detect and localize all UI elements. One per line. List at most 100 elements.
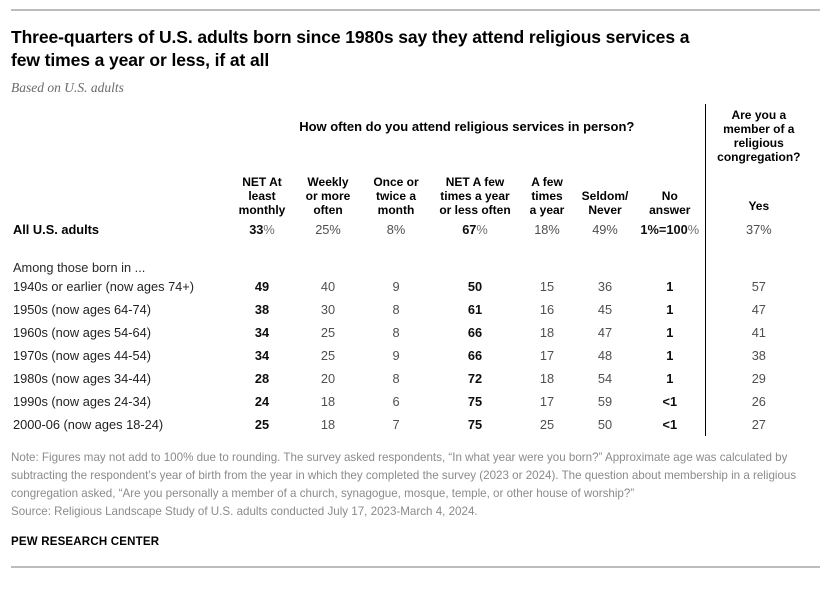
value-cell: 34: [254, 324, 270, 340]
value-cell: 17: [539, 393, 555, 409]
value-cell: <1: [662, 393, 678, 409]
table-row: 1990s (now ages 24-34) 24 18 6 75 17 59 <1 26: [11, 389, 813, 413]
value-cell: 61: [467, 301, 483, 317]
row-label: 1980s (now ages 34-44): [13, 370, 152, 386]
value-cell: 33%: [249, 221, 275, 237]
value-cell: 1: [666, 347, 674, 363]
value-cell: 25: [320, 347, 336, 363]
value-cell: 49: [254, 278, 270, 294]
value-cell: 9: [392, 278, 400, 294]
row-label: 1970s (now ages 44-54): [13, 347, 152, 363]
value-cell: 25%: [315, 221, 341, 237]
attendance-table: How often do you attend religious servic…: [11, 103, 813, 436]
value-cell: 47: [597, 324, 613, 340]
table-row: All U.S. adults 33% 25% 8% 67% 18% 49% 1%=100% 3…: [11, 217, 813, 241]
value-cell: 72: [467, 370, 483, 386]
value-cell: 40: [320, 278, 336, 294]
yes-value-cell: 29: [704, 366, 813, 390]
value-cell: 66: [467, 324, 483, 340]
report-page: Three-quarters of U.S. adults born since…: [0, 9, 831, 568]
yes-column-header: Yes: [748, 198, 770, 213]
col-header-weekly: Weekly or more often: [305, 175, 351, 217]
table-row: 2000-06 (now ages 18-24) 25 18 7 75 25 50 <1 27: [11, 412, 813, 436]
value-cell: 7: [392, 416, 400, 432]
col-header-net-monthly: NET At least monthly: [238, 175, 286, 217]
value-cell: 49%: [592, 221, 618, 237]
value-cell: 18%: [534, 221, 560, 237]
value-cell: 18: [539, 324, 555, 340]
table-row: 1950s (now ages 64-74) 38 30 8 61 16 45 1 47: [11, 297, 813, 321]
value-cell: 1: [666, 370, 674, 386]
value-cell: 59: [597, 393, 613, 409]
col-header-once-twice: Once or twice a month: [373, 175, 419, 217]
value-cell: 1: [666, 301, 674, 317]
yes-value-cell: 41: [704, 320, 813, 344]
value-cell: 1%=100%: [640, 221, 700, 237]
value-cell: 24: [254, 393, 270, 409]
header-spacer: [11, 104, 229, 150]
table-row: 1970s (now ages 44-54) 34 25 9 66 17 48 1 38: [11, 343, 813, 367]
value-cell: 8: [392, 301, 400, 317]
yes-value-cell: 57: [704, 274, 813, 298]
value-cell: 48: [597, 347, 613, 363]
page-subtitle: Based on U.S. adults: [11, 79, 124, 95]
yes-value-cell: 38: [704, 343, 813, 367]
value-cell: 54: [597, 370, 613, 386]
value-cell: 20: [320, 370, 336, 386]
value-cell: 36: [597, 278, 613, 294]
value-cell: 30: [320, 301, 336, 317]
value-cell: 34: [254, 347, 270, 363]
value-cell: 18: [320, 416, 336, 432]
yes-value-cell: 27: [704, 412, 813, 436]
yes-value-cell: 47: [704, 297, 813, 321]
section-label: Among those born in ...: [13, 259, 146, 275]
value-cell: 38: [254, 301, 270, 317]
value-cell: 8%: [386, 221, 406, 237]
value-cell: 25: [254, 416, 270, 432]
value-cell: 25: [539, 416, 555, 432]
value-cell: <1: [662, 416, 678, 432]
table-row: 1960s (now ages 54-64) 34 25 8 66 18 47 1 41: [11, 320, 813, 344]
value-cell: 16: [539, 301, 555, 317]
table-column-header-row: NET At least monthly Weekly or more ofte…: [11, 150, 812, 218]
row-label: 1990s (now ages 24-34): [13, 393, 152, 409]
yes-value-cell: 26: [704, 389, 813, 413]
row-label: All U.S. adults: [13, 221, 100, 237]
col-header-few-times: A few times a year: [529, 175, 565, 217]
bottom-rule: [11, 565, 820, 568]
value-cell: 25: [320, 324, 336, 340]
brand-label: PEW RESEARCH CENTER: [11, 535, 160, 548]
value-cell: 75: [467, 393, 483, 409]
value-cell: 1: [666, 278, 674, 294]
value-cell: 50: [597, 416, 613, 432]
col-header-no-answer: No answer: [649, 188, 691, 217]
page-title: Three-quarters of U.S. adults born since…: [11, 27, 690, 71]
value-cell: 8: [392, 370, 400, 386]
value-cell: 8: [392, 324, 400, 340]
table-header-group-row: How often do you attend religious servic…: [11, 103, 813, 218]
value-cell: 66: [467, 347, 483, 363]
table-row: Among those born in ...: [11, 240, 813, 275]
value-cell: 28: [254, 370, 270, 386]
value-cell: 18: [539, 370, 555, 386]
value-cell: 1: [666, 324, 674, 340]
value-cell: 18: [320, 393, 336, 409]
row-label: 1940s or earlier (now ages 74+): [13, 278, 195, 294]
table-body: All U.S. adults 33% 25% 8% 67% 18% 49% 1%=100% 3…: [11, 217, 813, 436]
note-text: Note: Figures may not add to 100% due to…: [11, 450, 797, 518]
yes-value-cell: 37%: [704, 217, 813, 241]
header-spacer: [11, 150, 229, 218]
question-group-header: How often do you attend religious servic…: [299, 119, 635, 135]
row-label: 2000-06 (now ages 18-24): [13, 416, 164, 432]
section-spacer-cell: [704, 240, 813, 275]
member-question-text: Are you a member of a religious congrega…: [717, 107, 801, 164]
value-cell: 15: [539, 278, 555, 294]
row-label: 1950s (now ages 64-74): [13, 301, 152, 317]
member-question-header: Are you a member of a religious congrega…: [704, 103, 813, 218]
value-cell: 50: [467, 278, 483, 294]
row-label: 1960s (now ages 54-64): [13, 324, 152, 340]
value-cell: 67%: [462, 221, 488, 237]
table-row: 1940s or earlier (now ages 74+) 49 40 9 50 15…: [11, 274, 813, 298]
value-cell: 6: [392, 393, 400, 409]
table-row: 1980s (now ages 34-44) 28 20 8 72 18 54 1 29: [11, 366, 813, 390]
